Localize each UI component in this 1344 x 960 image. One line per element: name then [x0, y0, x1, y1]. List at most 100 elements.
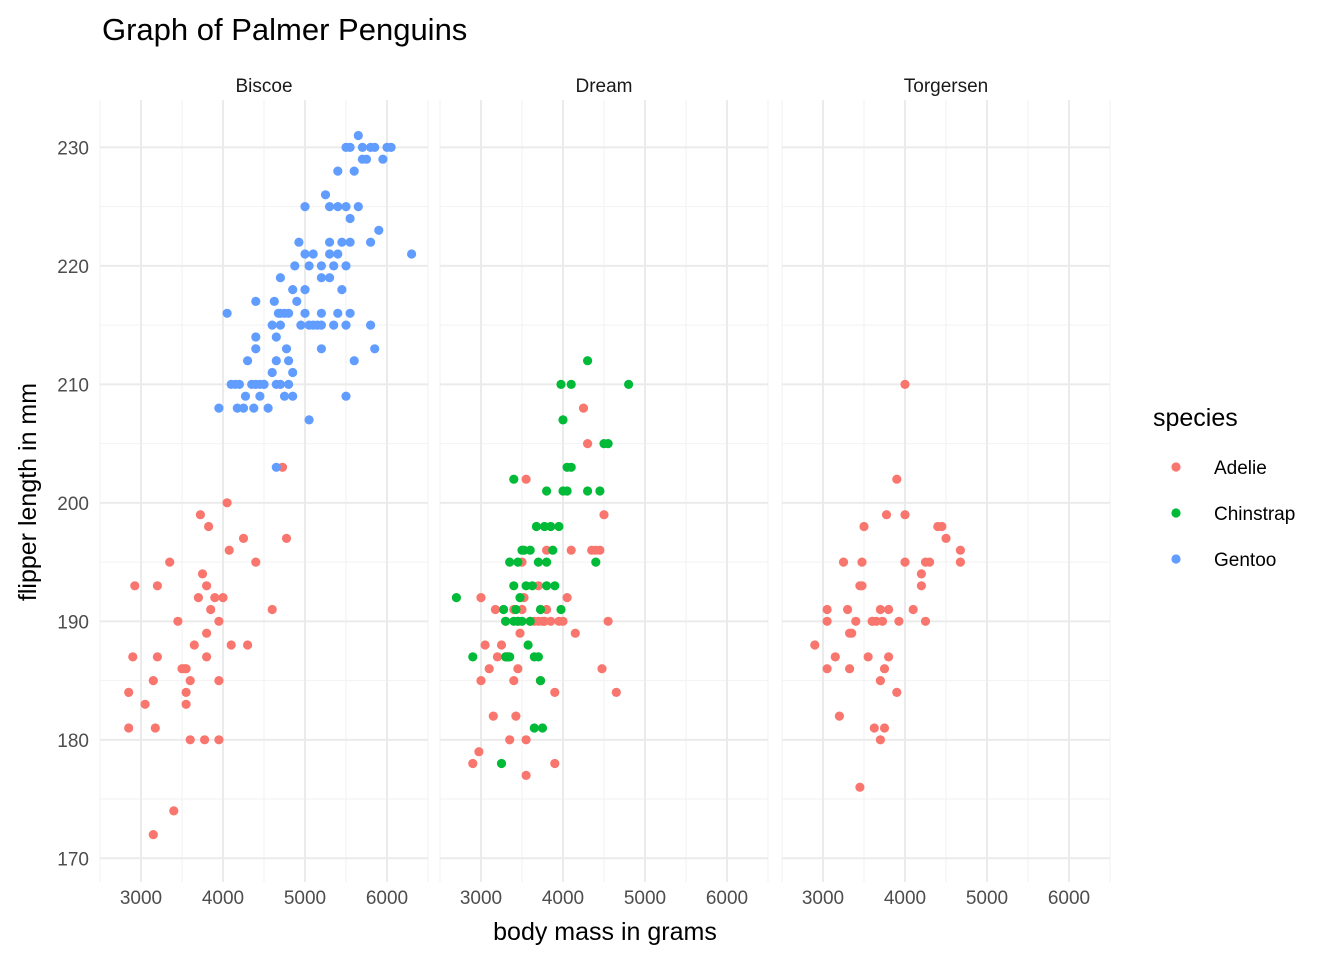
data-point [937, 521, 947, 532]
data-point [505, 652, 515, 662]
data-point [595, 545, 605, 555]
legend-title: species [1153, 404, 1238, 432]
data-point [900, 379, 910, 389]
data-point [490, 604, 500, 615]
data-point [275, 320, 285, 330]
data-point [822, 664, 832, 674]
data-point [152, 581, 162, 591]
data-point [333, 308, 343, 318]
data-point [294, 237, 304, 247]
data-point [210, 593, 220, 603]
data-point [908, 604, 918, 615]
data-point [288, 285, 298, 295]
data-point [583, 356, 593, 366]
data-point [202, 628, 212, 638]
data-point [206, 604, 216, 615]
data-point [535, 676, 546, 686]
data-point [325, 237, 335, 247]
data-point [173, 616, 183, 626]
data-point [197, 569, 208, 579]
legend-item-chinstrap: Chinstrap [1171, 504, 1295, 525]
data-point [537, 723, 548, 733]
data-point [499, 604, 509, 615]
data-point [150, 723, 160, 733]
data-point [281, 533, 292, 544]
data-point [218, 593, 228, 603]
facet-label: Biscoe [235, 76, 292, 97]
data-point [214, 735, 224, 745]
data-point [267, 367, 277, 378]
data-point [513, 557, 523, 567]
data-point [810, 640, 820, 650]
x-tick-label: 6000 [706, 888, 748, 909]
data-point [558, 415, 568, 425]
data-point [345, 213, 355, 224]
data-point [480, 640, 490, 650]
data-point [527, 581, 537, 591]
data-point [484, 664, 494, 674]
data-point [271, 356, 281, 366]
data-point [857, 557, 867, 567]
data-point [152, 652, 162, 662]
data-point [124, 723, 134, 733]
data-point [925, 557, 935, 567]
data-point [546, 616, 556, 626]
data-point [251, 557, 261, 567]
data-point [595, 486, 605, 496]
data-point [243, 356, 253, 366]
data-point [407, 249, 417, 259]
data-point [830, 652, 840, 662]
data-point [550, 758, 560, 769]
data-point [214, 403, 224, 413]
data-point [353, 130, 363, 141]
data-point [316, 261, 326, 271]
data-point [251, 344, 261, 354]
x-tick-label: 6000 [366, 888, 408, 909]
y-tick-label: 170 [57, 849, 89, 870]
data-point [476, 676, 486, 686]
data-point [496, 640, 507, 650]
data-point [349, 166, 359, 176]
data-point [224, 545, 234, 555]
data-point [847, 628, 857, 638]
data-point [521, 770, 531, 781]
data-point [279, 391, 290, 401]
data-point [304, 261, 314, 271]
data-point [523, 640, 533, 650]
series-chinstrap [451, 356, 634, 769]
data-point [300, 285, 310, 295]
data-point [296, 320, 306, 330]
data-point [529, 723, 539, 733]
data-point [859, 521, 869, 532]
x-tick-label: 3000 [460, 888, 502, 909]
data-point [509, 676, 519, 686]
data-point [877, 616, 888, 626]
data-point [554, 521, 564, 532]
data-point [267, 320, 277, 330]
data-point [583, 486, 593, 496]
data-point [345, 142, 355, 152]
data-point [271, 332, 281, 342]
data-point [843, 604, 853, 615]
x-tick-label: 4000 [884, 888, 926, 909]
data-point [869, 723, 879, 733]
data-point [542, 486, 552, 496]
data-point [562, 593, 572, 603]
data-point [288, 391, 298, 401]
data-point [517, 616, 527, 626]
data-point [920, 616, 931, 626]
data-point [333, 249, 343, 259]
data-point [366, 237, 376, 247]
chart-title: Graph of Palmer Penguins [102, 12, 467, 47]
data-point [181, 664, 191, 674]
data-point [148, 830, 158, 840]
x-tick-label: 4000 [202, 888, 244, 909]
data-point [370, 344, 380, 354]
data-point [214, 676, 224, 686]
data-point [148, 676, 158, 686]
data-point [533, 557, 544, 567]
data-point [316, 344, 326, 354]
data-point [550, 581, 560, 591]
data-point [370, 142, 380, 152]
data-point [290, 261, 300, 271]
